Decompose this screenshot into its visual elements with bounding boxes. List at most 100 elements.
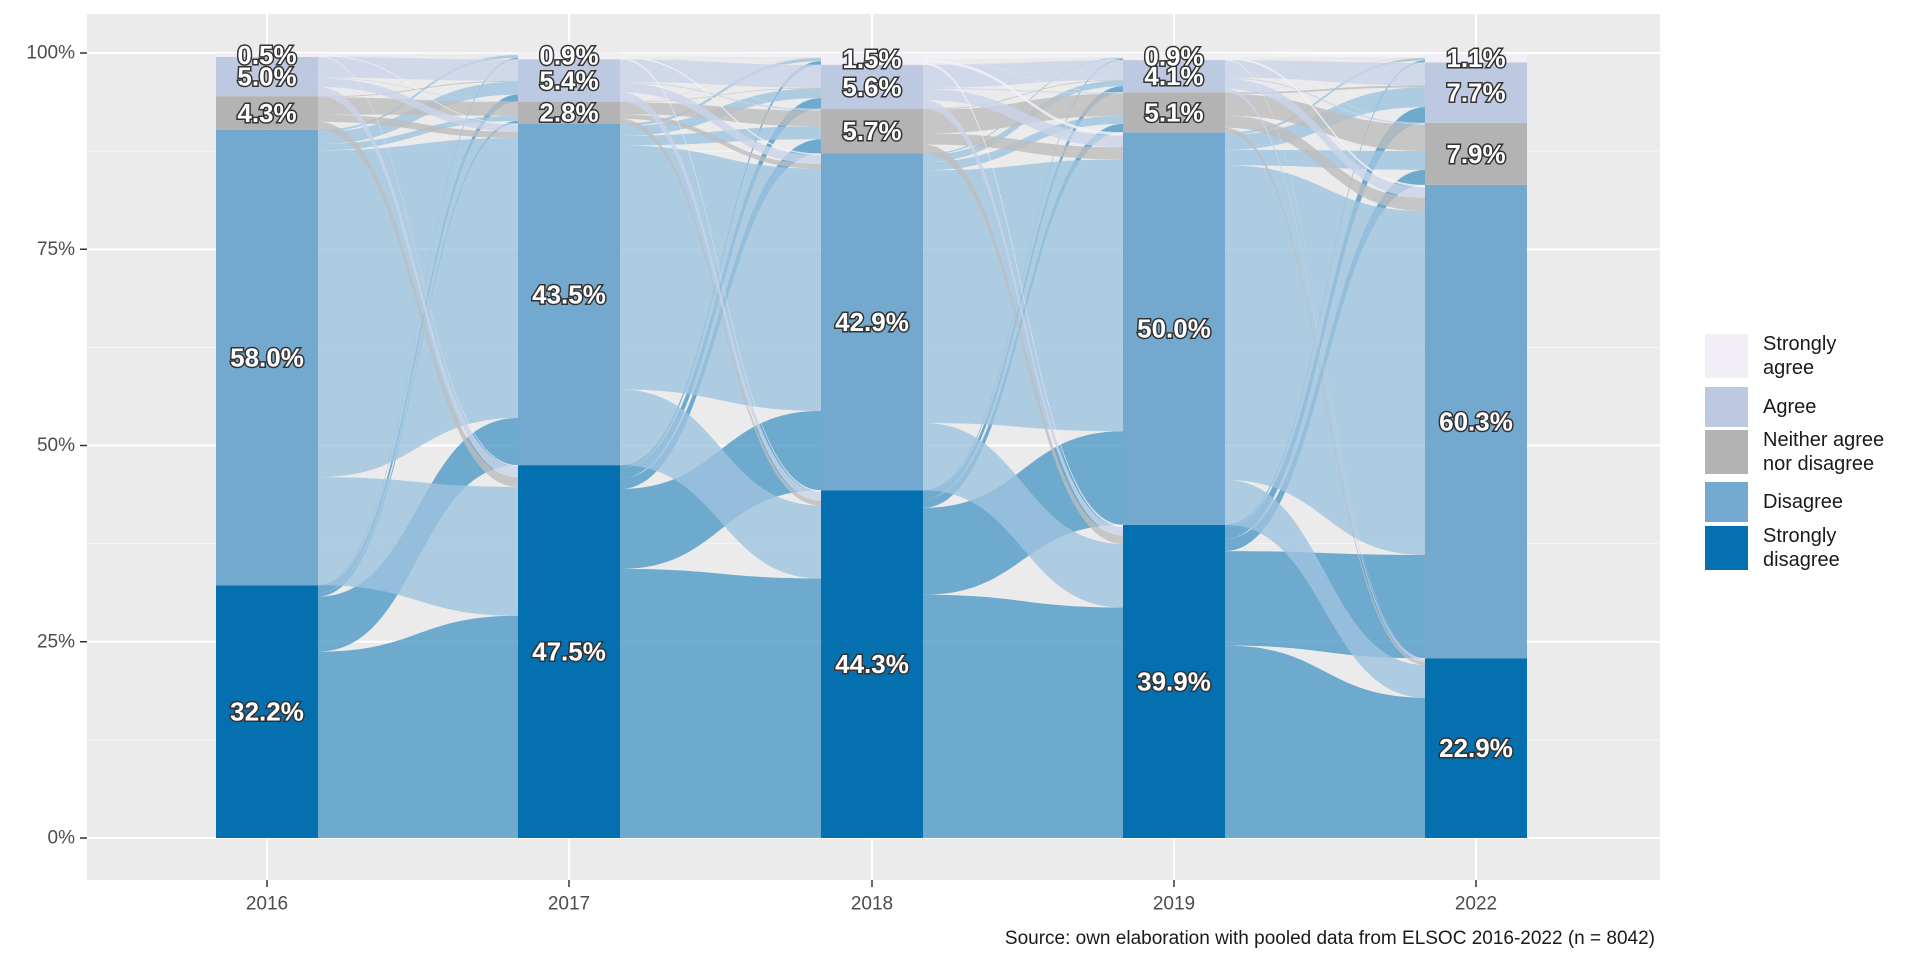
bar-segment-2016-disagree — [216, 129, 318, 586]
data-label-2016-strongly-agree: 0.5% — [237, 40, 296, 70]
legend-label: disagree — [1763, 549, 1840, 571]
legend-swatch — [1705, 430, 1748, 474]
flow-strongly-agree-to-agree — [923, 58, 1123, 61]
data-label-2019-disagree: 50.0% — [1137, 314, 1211, 344]
data-label-2018-strongly-disagree: 44.3% — [835, 649, 909, 679]
flow-strongly-agree-to-neither-agree-nor-disagree — [318, 55, 518, 102]
bar-segment-2018-strongly-agree — [821, 53, 923, 65]
bar-segment-2022-disagree — [1425, 184, 1527, 659]
data-label-2019-agree: 4.1% — [1144, 61, 1203, 91]
bar-segment-2019-strongly-disagree — [1123, 524, 1225, 838]
x-tick-label: 2019 — [1153, 894, 1195, 915]
bar-segment-2017-strongly-agree — [518, 52, 620, 60]
flow-strongly-agree-to-strongly-disagree — [923, 62, 1123, 528]
x-tick-label: 2022 — [1455, 894, 1497, 915]
data-label-2016-neither-agree-nor-disagree: 4.3% — [237, 98, 296, 128]
flow-neither-agree-nor-disagree-to-strongly-disagree — [318, 121, 518, 487]
data-label-2017-strongly-disagree: 47.5% — [532, 637, 606, 667]
bar-segment-2018-neither-agree-nor-disagree — [821, 108, 923, 154]
flow-agree-to-disagree — [923, 88, 1123, 148]
bar-segment-2019-agree — [1123, 60, 1225, 93]
data-label-2019-neither-agree-nor-disagree: 5.1% — [1144, 97, 1203, 127]
bar-segment-2022-neither-agree-nor-disagree — [1425, 122, 1527, 185]
bar-segment-2016-agree — [216, 56, 318, 97]
legend-item-agree: Agree — [1705, 387, 1816, 427]
flow-strongly-agree-to-neither-agree-nor-disagree — [1225, 56, 1425, 124]
bar-segment-2017-disagree — [518, 123, 620, 466]
y-tick-label: 100% — [26, 43, 75, 64]
flow-neither-agree-nor-disagree-to-disagree — [1225, 115, 1425, 212]
data-label-2019-strongly-agree: 0.9% — [1144, 42, 1203, 72]
legend-label: Agree — [1763, 396, 1816, 418]
data-label-2022-disagree: 60.3% — [1439, 407, 1513, 437]
legend-swatch — [1705, 482, 1748, 522]
flow-neither-agree-nor-disagree-to-agree — [923, 79, 1123, 110]
flow-neither-agree-nor-disagree-to-neither-agree-nor-disagree — [620, 102, 821, 127]
flow-neither-agree-nor-disagree-to-agree — [318, 80, 518, 98]
flow-agree-to-agree — [1225, 60, 1425, 86]
data-label-2016-disagree: 58.0% — [230, 343, 304, 373]
flow-disagree-to-strongly-agree — [1225, 58, 1425, 135]
data-label-2022-strongly-agree: 1.1% — [1446, 43, 1505, 73]
flow-agree-to-strongly-disagree — [1225, 88, 1425, 662]
flow-disagree-to-strongly-disagree — [318, 477, 518, 616]
legend-item-disagree: Disagree — [1705, 482, 1843, 522]
flow-strongly-disagree-to-strongly-disagree — [923, 594, 1123, 838]
flow-strongly-agree-to-neither-agree-nor-disagree — [923, 59, 1123, 93]
flow-agree-to-strongly-agree — [1225, 57, 1425, 61]
flow-agree-to-strongly-disagree — [923, 99, 1123, 536]
bar-segment-2016-neither-agree-nor-disagree — [216, 96, 318, 130]
bar-segment-2018-agree — [821, 64, 923, 109]
bar-segment-2022-agree — [1425, 62, 1527, 123]
bar-segment-2016-strongly-agree — [216, 53, 318, 57]
data-label-2018-strongly-agree: 1.5% — [842, 44, 901, 74]
data-label-2018-disagree: 42.9% — [835, 307, 909, 337]
source-caption: Source: own elaboration with pooled data… — [1005, 928, 1655, 949]
flow-strongly-disagree-to-strongly-disagree — [1225, 645, 1425, 838]
flow-agree-to-agree — [318, 57, 518, 81]
data-label-2016-agree: 5.0% — [237, 62, 296, 92]
flow-disagree-to-strongly-disagree — [923, 423, 1123, 608]
flow-neither-agree-nor-disagree-to-strongly-disagree — [923, 144, 1123, 544]
flow-neither-agree-nor-disagree-to-disagree — [318, 114, 518, 138]
flow-strongly-disagree-to-strongly-disagree — [620, 568, 821, 838]
bar-segment-2018-strongly-disagree — [821, 490, 923, 838]
flows — [318, 52, 1425, 838]
flow-strongly-agree-to-neither-agree-nor-disagree — [620, 55, 821, 110]
flow-strongly-agree-to-strongly-agree — [1225, 53, 1425, 58]
legend-label: Strongly — [1763, 333, 1836, 355]
flow-strongly-agree-to-strongly-agree — [620, 52, 821, 58]
flow-strongly-agree-to-disagree — [923, 59, 1123, 136]
flow-disagree-to-strongly-agree — [620, 58, 821, 127]
flow-neither-agree-nor-disagree-to-strongly-disagree — [1225, 127, 1425, 665]
x-tick-label: 2018 — [851, 894, 893, 915]
data-label-2017-disagree: 43.5% — [532, 279, 606, 309]
axes: 0% 25% 50% 75% 100% 2016 2017 2018 2019 2022 — [26, 43, 1497, 915]
flow-agree-to-agree — [923, 60, 1123, 88]
legend-label: Neither agree — [1763, 429, 1884, 451]
flow-agree-to-neither-agree-nor-disagree — [620, 81, 821, 111]
bar-segment-2017-agree — [518, 59, 620, 102]
flow-strongly-agree-to-strongly-agree — [318, 52, 518, 55]
flow-disagree-to-neither-agree-nor-disagree — [318, 115, 518, 151]
flow-disagree-to-disagree — [620, 145, 821, 411]
data-label-2022-agree: 7.7% — [1446, 78, 1505, 108]
flow-disagree-to-strongly-agree — [318, 55, 518, 132]
flow-neither-agree-nor-disagree-to-disagree — [923, 133, 1123, 160]
flow-disagree-to-strongly-disagree — [1225, 479, 1425, 698]
data-label-2017-strongly-agree: 0.9% — [539, 41, 598, 71]
bar-segment-2017-neither-agree-nor-disagree — [518, 101, 620, 124]
flow-strongly-agree-to-agree — [620, 55, 821, 65]
legend-swatch — [1705, 387, 1748, 427]
x-tick-label: 2016 — [246, 894, 288, 915]
legend-swatch — [1705, 334, 1748, 378]
flow-strongly-agree-to-strongly-disagree — [620, 57, 821, 492]
data-label-2016-strongly-disagree: 32.2% — [230, 697, 304, 727]
flow-strongly-agree-to-strongly-agree — [923, 53, 1123, 59]
flow-agree-to-strongly-agree — [620, 57, 821, 60]
bar-labels: 32.2% 58.0% 4.3% 5.0%0.5% 47.5% 43.5% 2.8%5.4%… — [229, 38, 1515, 764]
bar-segment-2022-strongly-disagree — [1425, 658, 1527, 838]
